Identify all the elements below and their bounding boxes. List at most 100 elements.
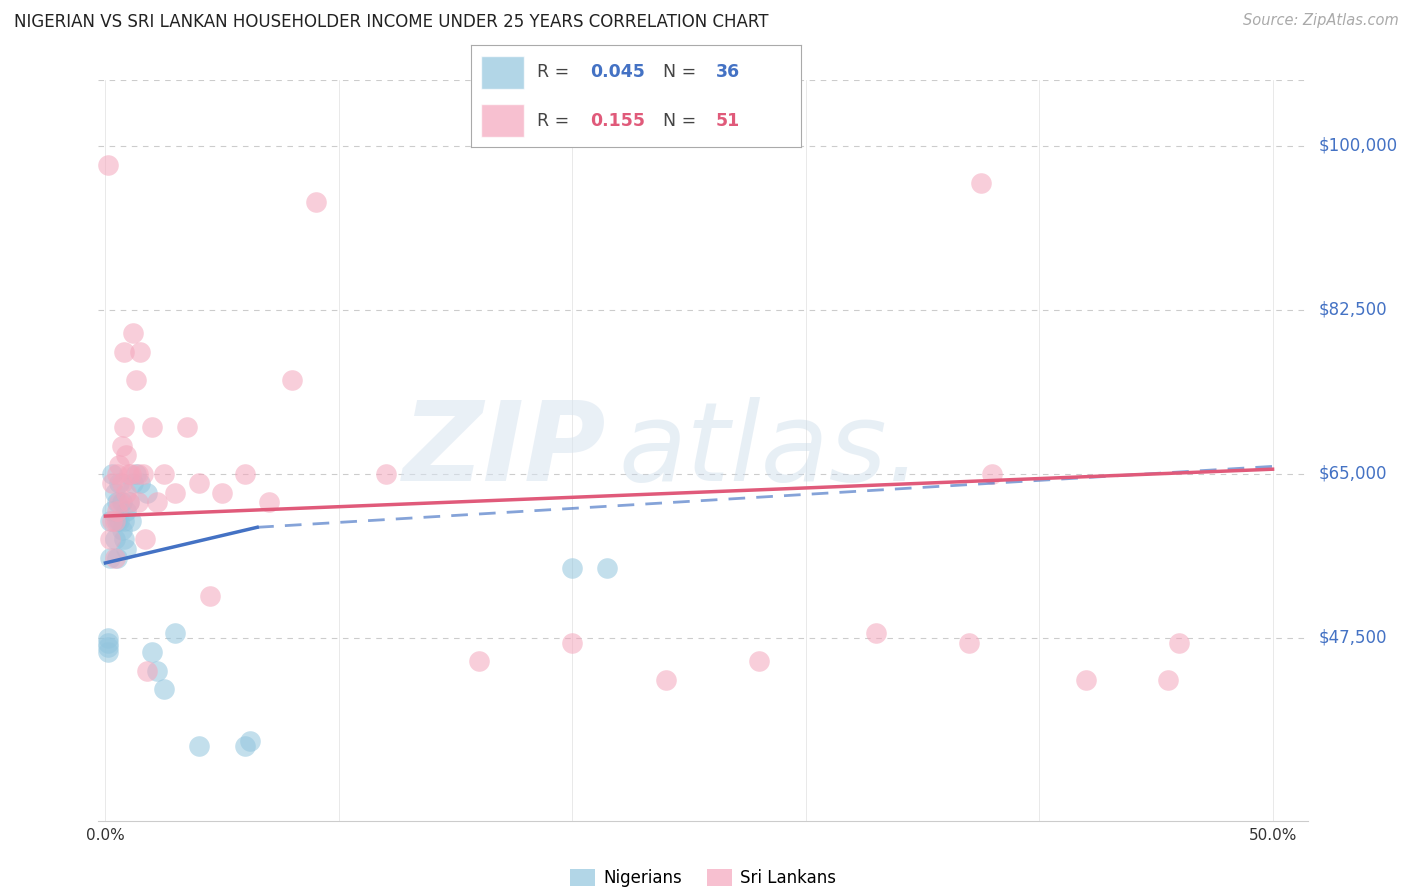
Point (101, 504, 124, 518)
Point (111, 495, 134, 509)
Point (468, 654, 491, 668)
Point (654, 673, 676, 687)
Text: R =: R = (537, 112, 575, 129)
Point (200, 589, 222, 603)
Point (748, 654, 770, 668)
Legend: Nigerians, Sri Lankans: Nigerians, Sri Lankans (564, 863, 842, 892)
Point (970, 177, 993, 191)
Point (111, 439, 134, 453)
Point (1168, 635, 1191, 649)
Point (105, 551, 128, 566)
Point (108, 514, 131, 528)
Point (122, 476, 145, 491)
Point (211, 485, 233, 500)
Point (136, 485, 159, 500)
Point (257, 495, 280, 509)
Point (561, 635, 583, 649)
Text: Source: ZipAtlas.com: Source: ZipAtlas.com (1243, 13, 1399, 29)
Point (146, 664, 169, 678)
Point (108, 495, 131, 509)
Point (596, 560, 619, 574)
Point (152, 467, 174, 481)
Point (101, 514, 124, 528)
Point (187, 476, 209, 491)
Point (235, 739, 257, 753)
Point (97, 631, 120, 645)
Point (104, 533, 127, 547)
Text: $100,000: $100,000 (1319, 136, 1398, 155)
Point (111, 476, 134, 491)
Point (187, 739, 209, 753)
Point (105, 514, 128, 528)
Point (136, 664, 159, 678)
Point (111, 523, 134, 537)
Point (98, 514, 121, 528)
Text: $82,500: $82,500 (1319, 301, 1388, 318)
Point (104, 514, 127, 528)
Point (115, 448, 138, 462)
Point (115, 485, 138, 500)
Point (561, 560, 583, 574)
Point (981, 467, 1004, 481)
Point (112, 533, 135, 547)
Point (146, 495, 169, 509)
Point (112, 420, 135, 434)
Point (108, 458, 131, 472)
Point (134, 533, 156, 547)
Point (97, 645, 120, 659)
Text: 36: 36 (716, 63, 740, 81)
Point (115, 541, 138, 556)
Text: N =: N = (662, 63, 702, 81)
Point (132, 467, 155, 481)
Point (108, 476, 131, 491)
Text: $65,000: $65,000 (1319, 465, 1388, 483)
Point (104, 485, 127, 500)
Point (97, 635, 120, 649)
Point (281, 373, 304, 387)
Point (112, 514, 135, 528)
Point (127, 467, 149, 481)
Point (122, 326, 145, 341)
Point (97, 158, 120, 172)
Point (865, 626, 887, 640)
Point (118, 467, 141, 481)
Text: ZIP: ZIP (402, 397, 606, 504)
Point (105, 467, 128, 481)
Text: 0.045: 0.045 (591, 63, 645, 81)
Point (98, 533, 121, 547)
Point (101, 467, 124, 481)
Point (98, 551, 121, 566)
Point (235, 467, 257, 481)
Point (101, 476, 124, 491)
Point (141, 420, 163, 434)
Point (239, 734, 262, 748)
Text: atlas.: atlas. (619, 397, 922, 504)
Point (176, 420, 198, 434)
Point (97, 640, 120, 655)
Text: R =: R = (537, 63, 575, 81)
Point (957, 635, 980, 649)
Point (1156, 673, 1178, 687)
FancyBboxPatch shape (481, 56, 524, 88)
Point (1074, 673, 1097, 687)
Point (105, 495, 128, 509)
Point (129, 345, 152, 359)
Point (118, 495, 141, 509)
Text: NIGERIAN VS SRI LANKAN HOUSEHOLDER INCOME UNDER 25 YEARS CORRELATION CHART: NIGERIAN VS SRI LANKAN HOUSEHOLDER INCOM… (14, 13, 769, 31)
Point (141, 645, 163, 659)
Point (104, 551, 127, 566)
Point (374, 467, 396, 481)
Text: 51: 51 (716, 112, 740, 129)
Point (125, 373, 148, 387)
Point (120, 467, 142, 481)
Text: $47,500: $47,500 (1319, 629, 1388, 647)
Text: 0.155: 0.155 (591, 112, 645, 129)
Point (152, 682, 174, 697)
Point (129, 476, 152, 491)
Point (120, 514, 142, 528)
Point (165, 485, 187, 500)
Point (112, 345, 135, 359)
Point (115, 504, 138, 518)
Point (118, 495, 141, 509)
Point (127, 495, 149, 509)
